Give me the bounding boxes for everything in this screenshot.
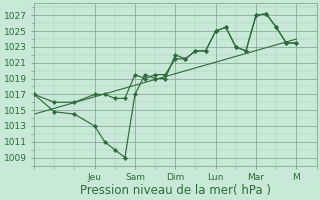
X-axis label: Pression niveau de la mer( hPa ): Pression niveau de la mer( hPa ) [80,184,271,197]
